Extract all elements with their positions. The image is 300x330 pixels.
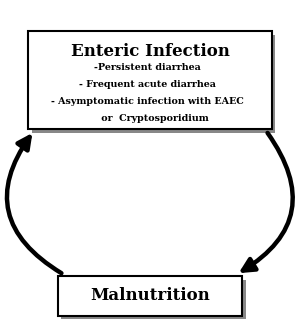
Text: - Frequent acute diarrhea: - Frequent acute diarrhea <box>79 80 215 89</box>
FancyBboxPatch shape <box>28 31 272 129</box>
FancyBboxPatch shape <box>32 35 275 133</box>
Text: or  Cryptosporidium: or Cryptosporidium <box>85 114 209 123</box>
FancyBboxPatch shape <box>58 276 242 315</box>
Text: Enteric Infection: Enteric Infection <box>70 43 230 60</box>
Text: Malnutrition: Malnutrition <box>90 287 210 304</box>
FancyBboxPatch shape <box>61 280 246 319</box>
Text: -Persistent diarrhea: -Persistent diarrhea <box>94 63 200 72</box>
Text: - Asymptomatic infection with EAEC: - Asymptomatic infection with EAEC <box>51 97 243 106</box>
